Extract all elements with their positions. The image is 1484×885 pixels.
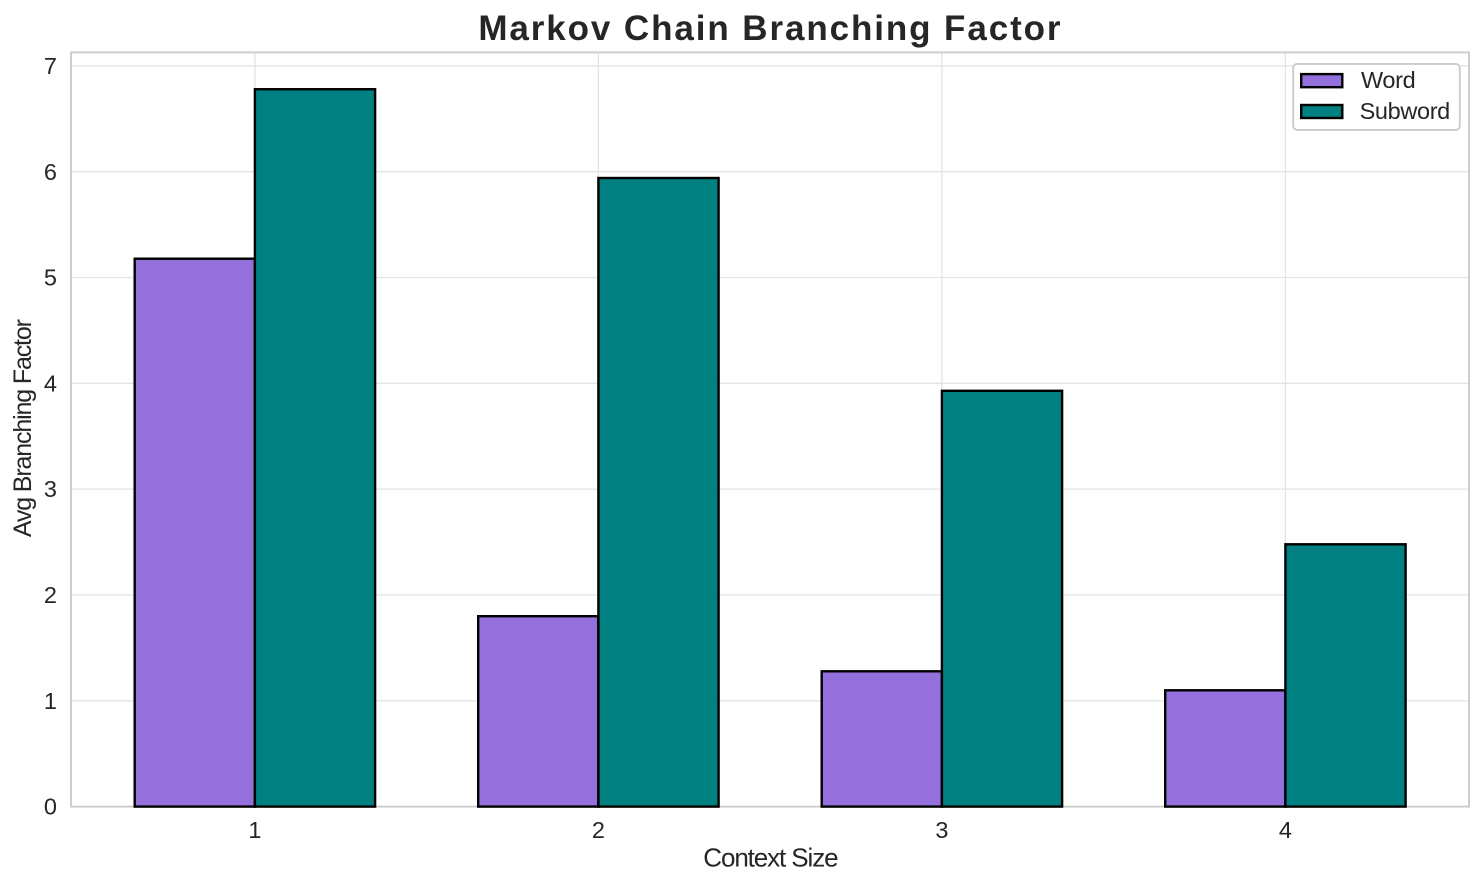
svg-text:Subword: Subword [1360, 98, 1450, 124]
svg-text:Avg Branching Factor: Avg Branching Factor [9, 319, 37, 537]
svg-text:2: 2 [44, 582, 57, 608]
svg-text:6: 6 [44, 159, 57, 185]
svg-text:1: 1 [44, 688, 57, 714]
svg-text:Word: Word [1361, 67, 1415, 93]
svg-text:3: 3 [44, 476, 57, 502]
svg-text:Markov Chain Branching Factor: Markov Chain Branching Factor [478, 9, 1062, 48]
svg-text:7: 7 [44, 53, 57, 79]
svg-text:5: 5 [44, 265, 57, 291]
svg-text:4: 4 [44, 370, 57, 396]
svg-text:3: 3 [935, 817, 948, 843]
svg-text:1: 1 [248, 817, 261, 843]
svg-text:2: 2 [592, 817, 605, 843]
svg-text:Context Size: Context Size [703, 842, 838, 872]
svg-text:4: 4 [1279, 817, 1292, 843]
svg-text:0: 0 [44, 794, 57, 820]
